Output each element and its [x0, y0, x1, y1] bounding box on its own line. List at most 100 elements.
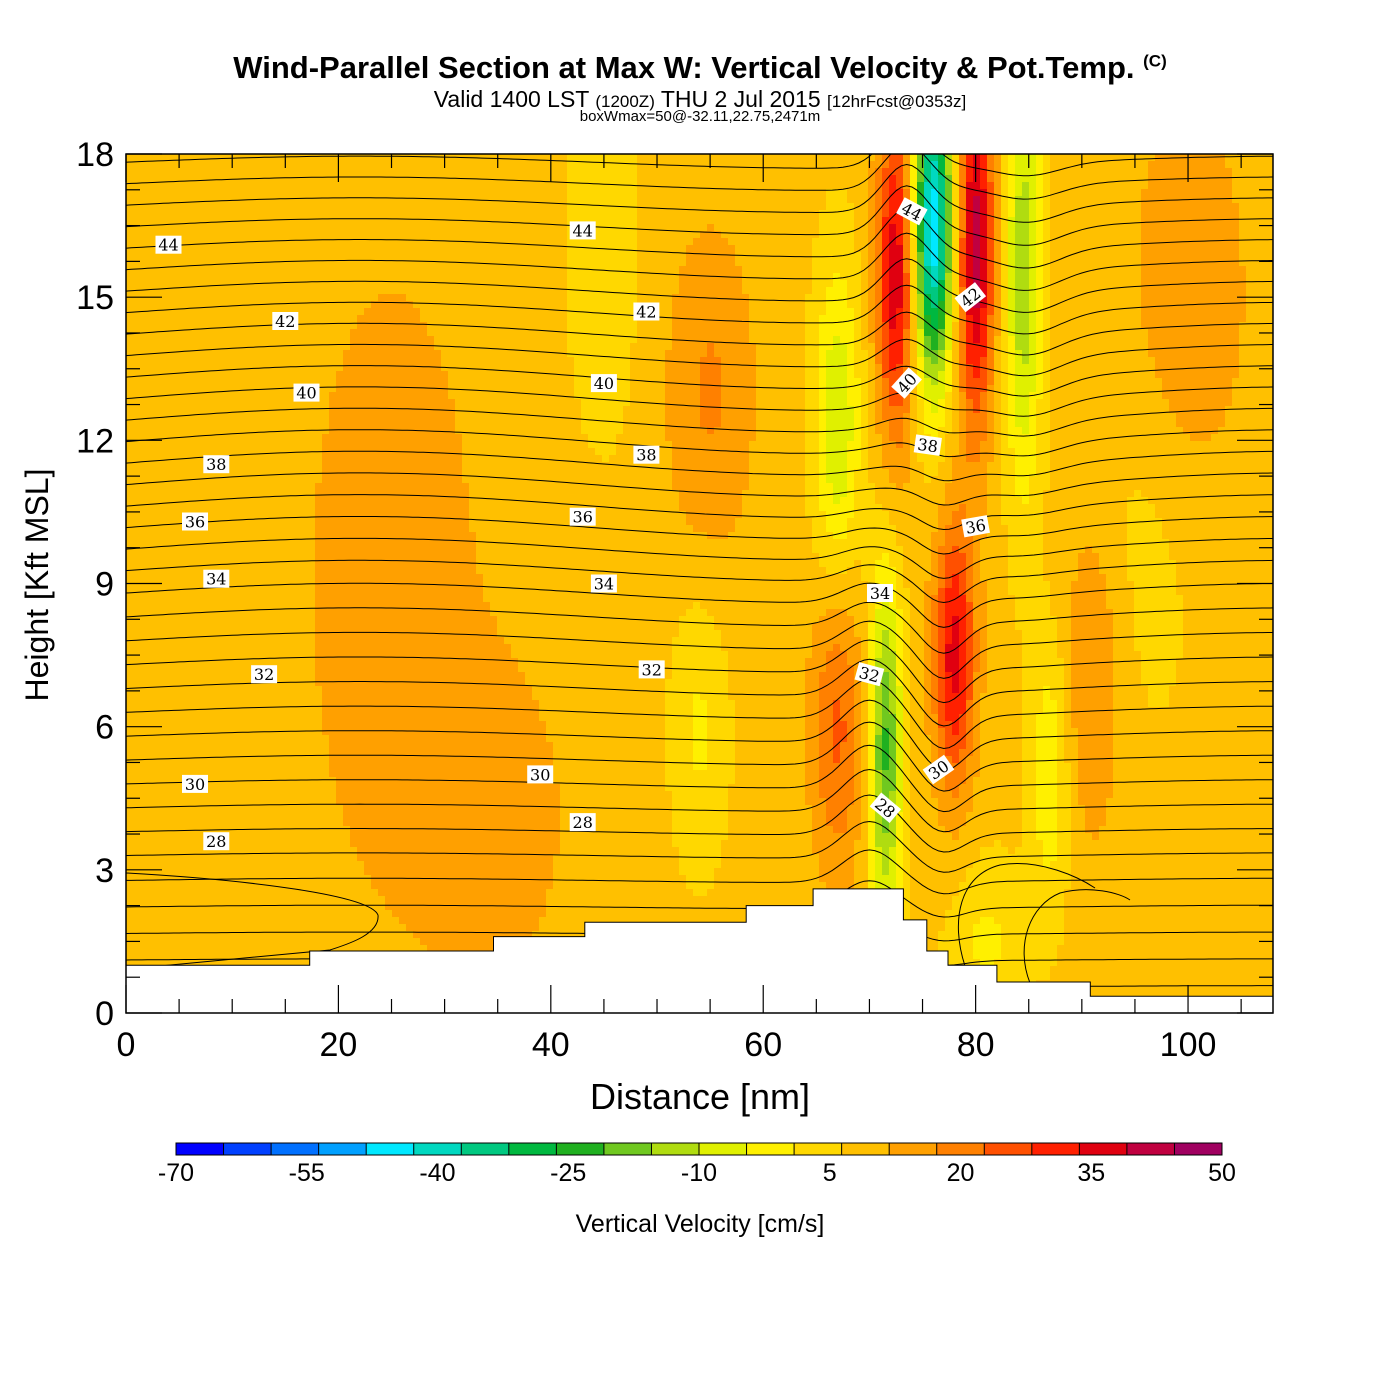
w-cell: [182, 917, 190, 925]
w-cell: [154, 301, 162, 309]
w-cell: [175, 343, 183, 351]
w-cell: [168, 469, 176, 477]
vertical-velocity-field: [126, 154, 1275, 1016]
w-cell: [224, 602, 232, 610]
w-cell: [175, 644, 183, 652]
w-cell: [231, 315, 239, 323]
w-cell: [224, 658, 232, 666]
w-cell: [147, 343, 155, 351]
w-cell: [182, 343, 190, 351]
w-cell: [224, 672, 232, 680]
w-cell: [217, 777, 225, 785]
w-cell: [154, 616, 162, 624]
w-cell: [175, 322, 183, 330]
w-cell: [217, 749, 225, 757]
w-cell: [182, 623, 190, 631]
w-cell: [133, 728, 141, 736]
w-cell: [126, 840, 134, 848]
w-cell: [140, 826, 148, 834]
w-cell: [147, 392, 155, 400]
w-cell: [154, 315, 162, 323]
w-cell: [161, 546, 169, 554]
w-cell: [154, 721, 162, 729]
w-cell: [154, 329, 162, 337]
w-cell: [224, 819, 232, 827]
w-cell: [168, 595, 176, 603]
w-cell: [175, 266, 183, 274]
w-cell: [133, 294, 141, 302]
w-cell: [133, 917, 141, 925]
w-cell: [203, 406, 211, 414]
w-cell: [133, 742, 141, 750]
w-cell: [182, 399, 190, 407]
w-cell: [147, 518, 155, 526]
w-cell: [210, 938, 218, 946]
w-cell: [210, 889, 218, 897]
w-cell: [231, 609, 239, 617]
w-cell: [126, 252, 134, 260]
w-cell: [189, 819, 197, 827]
w-cell: [133, 700, 141, 708]
w-cell: [231, 441, 239, 449]
w-cell: [140, 448, 148, 456]
w-cell: [224, 252, 232, 260]
w-cell: [126, 924, 134, 932]
w-cell: [147, 441, 155, 449]
w-cell: [126, 721, 134, 729]
w-cell: [224, 168, 232, 176]
w-cell: [126, 896, 134, 904]
w-cell: [224, 798, 232, 806]
w-cell: [217, 392, 225, 400]
w-cell: [231, 735, 239, 743]
w-cell: [175, 182, 183, 190]
w-cell: [189, 861, 197, 869]
w-cell: [154, 896, 162, 904]
w-cell: [140, 539, 148, 547]
w-cell: [217, 371, 225, 379]
w-cell: [210, 693, 218, 701]
w-cell: [182, 357, 190, 365]
w-cell: [238, 210, 246, 218]
w-cell: [224, 497, 232, 505]
w-cell: [133, 322, 141, 330]
w-cell: [147, 721, 155, 729]
w-cell: [154, 672, 162, 680]
w-cell: [140, 469, 148, 477]
w-cell: [133, 266, 141, 274]
w-cell: [203, 224, 211, 232]
w-cell: [189, 854, 197, 862]
w-cell: [147, 413, 155, 421]
w-cell: [196, 903, 204, 911]
w-cell: [175, 168, 183, 176]
w-cell: [133, 910, 141, 918]
w-cell: [210, 812, 218, 820]
w-cell: [231, 385, 239, 393]
w-cell: [224, 791, 232, 799]
w-cell: [210, 532, 218, 540]
w-cell: [238, 483, 246, 491]
w-cell: [224, 287, 232, 295]
w-cell: [126, 238, 134, 246]
w-cell: [182, 245, 190, 253]
w-cell: [231, 791, 239, 799]
w-cell: [203, 896, 211, 904]
w-cell: [189, 539, 197, 547]
w-cell: [203, 441, 211, 449]
w-cell: [168, 616, 176, 624]
w-cell: [147, 273, 155, 281]
w-cell: [140, 651, 148, 659]
w-cell: [154, 665, 162, 673]
w-cell: [210, 637, 218, 645]
w-cell: [126, 518, 134, 526]
w-cell: [154, 518, 162, 526]
w-cell: [133, 679, 141, 687]
w-cell: [203, 735, 211, 743]
w-cell: [147, 833, 155, 841]
w-cell: [224, 511, 232, 519]
w-cell: [217, 189, 225, 197]
w-cell: [217, 791, 225, 799]
w-cell: [196, 504, 204, 512]
w-cell: [231, 203, 239, 211]
w-cell: [147, 623, 155, 631]
w-cell: [182, 896, 190, 904]
